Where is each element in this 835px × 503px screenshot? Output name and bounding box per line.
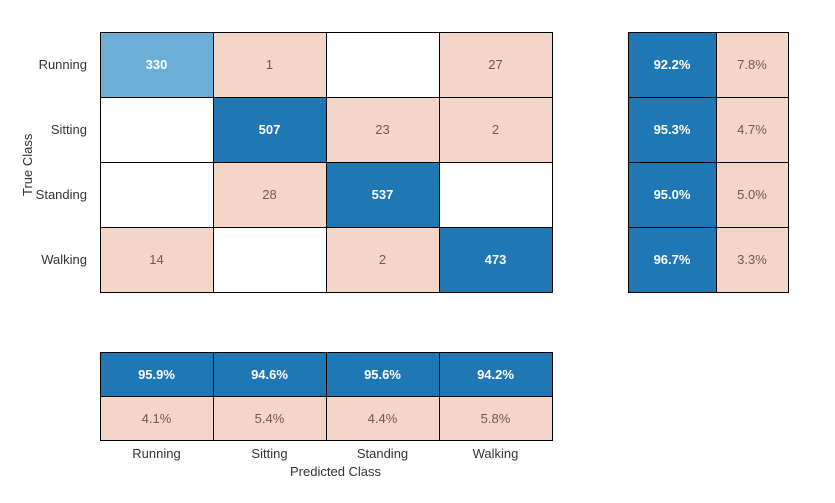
col-labels: Running Sitting Standing Walking: [100, 440, 552, 461]
confusion-cell-r3-c1: [213, 227, 327, 293]
row-labels: Running Sitting Standing Walking: [0, 32, 95, 292]
row-label-2: Standing: [0, 162, 95, 227]
confusion-matrix-figure: True Class Running Sitting Standing Walk…: [0, 0, 835, 503]
confusion-cell-r3-c3: 473: [439, 227, 553, 293]
col-label-3: Walking: [439, 440, 552, 461]
col-summary-cell-r1-c0: 4.1%: [100, 396, 214, 441]
confusion-cell-r3-c2: 2: [326, 227, 440, 293]
col-summary-cell-r1-c3: 5.8%: [439, 396, 553, 441]
row-summary-cell-r3-c1: 3.3%: [716, 227, 789, 293]
confusion-cell-r0-c1: 1: [213, 32, 327, 98]
col-summary-cell-r0-c1: 94.6%: [213, 352, 327, 397]
confusion-cell-r0-c0: 330: [100, 32, 214, 98]
confusion-cell-r2-c1: 28: [213, 162, 327, 228]
confusion-cell-r2-c2: 537: [326, 162, 440, 228]
col-summary-cell-r1-c2: 4.4%: [326, 396, 440, 441]
confusion-cell-r2-c0: [100, 162, 214, 228]
x-axis-title: Predicted Class: [290, 464, 381, 479]
col-summary-cell-r0-c3: 94.2%: [439, 352, 553, 397]
row-summary-cell-r2-c0: 95.0%: [628, 162, 717, 228]
col-summary-cell-r1-c1: 5.4%: [213, 396, 327, 441]
row-label-1: Sitting: [0, 97, 95, 162]
confusion-cell-r1-c2: 23: [326, 97, 440, 163]
col-summary-cell-r0-c0: 95.9%: [100, 352, 214, 397]
confusion-cell-r0-c2: [326, 32, 440, 98]
confusion-cell-r2-c3: [439, 162, 553, 228]
row-summary-cell-r3-c0: 96.7%: [628, 227, 717, 293]
confusion-grid: 33012750723228537142473: [100, 32, 552, 292]
confusion-cell-r1-c3: 2: [439, 97, 553, 163]
row-summary-cell-r1-c0: 95.3%: [628, 97, 717, 163]
confusion-cell-r1-c1: 507: [213, 97, 327, 163]
row-summary-cell-r2-c1: 5.0%: [716, 162, 789, 228]
col-label-2: Standing: [326, 440, 439, 461]
row-label-3: Walking: [0, 227, 95, 292]
confusion-cell-r3-c0: 14: [100, 227, 214, 293]
confusion-cell-r1-c0: [100, 97, 214, 163]
col-summary-cell-r0-c2: 95.6%: [326, 352, 440, 397]
col-label-1: Sitting: [213, 440, 326, 461]
col-summary-grid: 95.9%94.6%95.6%94.2% 4.1%5.4%4.4%5.8%: [100, 352, 552, 440]
row-summary-cell-r1-c1: 4.7%: [716, 97, 789, 163]
confusion-cell-r0-c3: 27: [439, 32, 553, 98]
row-label-0: Running: [0, 32, 95, 97]
row-summary-cell-r0-c0: 92.2%: [628, 32, 717, 98]
col-label-0: Running: [100, 440, 213, 461]
row-summary-cell-r0-c1: 7.8%: [716, 32, 789, 98]
row-summary-grid: 92.2%7.8%95.3%4.7%95.0%5.0%96.7%3.3%: [628, 32, 788, 292]
